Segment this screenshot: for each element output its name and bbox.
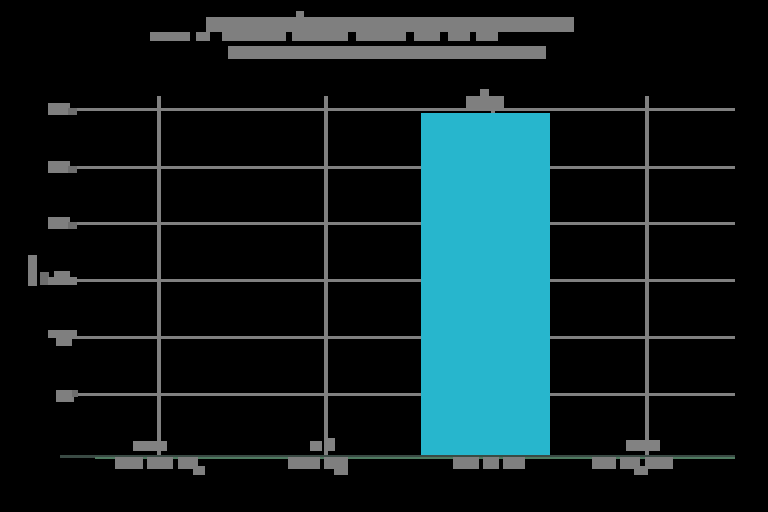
y-axis-title-glyph (40, 272, 49, 285)
chart-title-fragment-right (222, 32, 286, 41)
x-tick-label-1-descender (193, 466, 205, 475)
x-tick-label-2-line1b (326, 438, 335, 451)
chart-title-fragment-right5 (448, 32, 470, 41)
x-tick-label-1-line2b (147, 457, 173, 469)
gridline-horizontal-4 (69, 222, 735, 225)
x-tick-label-1-line2a (115, 457, 143, 469)
y-tick-label-5 (48, 161, 70, 173)
gridline-vertical-1 (157, 96, 161, 456)
chart-subtitle (228, 46, 546, 59)
y-tick-label-3-top (54, 271, 70, 279)
y-tick-label-2 (56, 337, 72, 346)
y-tick-label-6-sub (68, 108, 77, 115)
x-tick-label-1-line1 (133, 441, 167, 451)
y-tick-label-2-top (48, 330, 77, 338)
x-tick-label-3-b (483, 457, 499, 469)
x-tick-label-3-a (453, 457, 479, 469)
x-tick-label-2-line1a (310, 441, 322, 451)
gridline-horizontal-3 (69, 279, 735, 282)
plot-area (69, 96, 735, 456)
y-tick-label-6 (48, 103, 70, 115)
y-tick-label-1 (56, 390, 74, 402)
chart-title-fragment-right4 (414, 32, 440, 41)
gridline-horizontal-2 (69, 336, 735, 339)
chart-title-fragment-left (150, 32, 190, 41)
x-tick-label-4-descender (634, 466, 648, 475)
y-tick-label-4 (48, 217, 70, 229)
x-tick-label-4-line1 (626, 440, 660, 451)
gridline-horizontal-6 (69, 108, 735, 111)
gridline-horizontal-5 (69, 166, 735, 169)
x-tick-label-3-c (503, 457, 525, 469)
bar-value-label (466, 96, 504, 109)
bar-series-3[interactable] (421, 113, 550, 456)
y-tick-label-1-sub (72, 390, 78, 397)
x-tick-label-2-line2a (288, 457, 320, 469)
chart-title-fragment-right6 (476, 32, 498, 41)
chart-title (206, 17, 574, 32)
bar-value-label-ascender (480, 89, 489, 97)
y-tick-label-4-sub (68, 222, 77, 229)
x-axis-spine-highlight (95, 457, 735, 459)
x-tick-label-4-line2a (592, 457, 616, 469)
gridline-vertical-2 (324, 96, 328, 456)
y-tick-label-3 (48, 277, 77, 285)
x-tick-label-2-descender (334, 466, 348, 475)
x-tick-label-4-line2c (645, 457, 673, 469)
y-axis-title (28, 255, 37, 286)
gridline-horizontal-1 (69, 393, 735, 396)
chart-title-fragment-mid (196, 32, 210, 41)
chart-title-ascender (296, 11, 304, 19)
x-axis-spine (60, 455, 735, 458)
gridline-vertical-4 (645, 96, 649, 456)
chart-title-fragment-right2 (292, 32, 348, 41)
chart-title-fragment-right3 (356, 32, 406, 41)
y-tick-label-5-sub (68, 166, 77, 173)
